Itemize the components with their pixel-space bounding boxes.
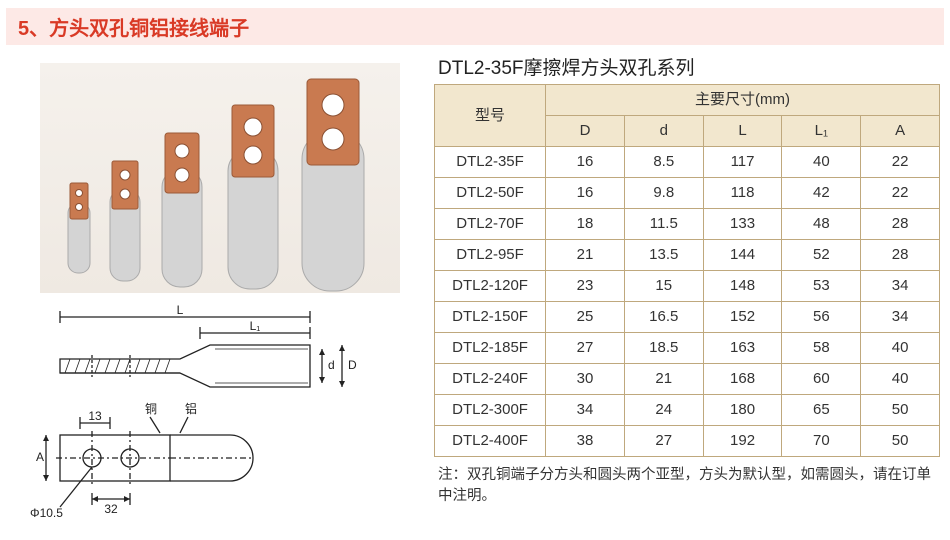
dim-D-label: D bbox=[348, 358, 357, 372]
table-row: DTL2-185F2718.51635840 bbox=[435, 333, 940, 364]
table-cell: 24 bbox=[624, 395, 703, 426]
product-photo bbox=[40, 63, 400, 293]
table-cell: 192 bbox=[703, 426, 782, 457]
table-cell: 40 bbox=[861, 364, 940, 395]
table-cell: 27 bbox=[546, 333, 625, 364]
table-cell: 163 bbox=[703, 333, 782, 364]
table-cell: 16.5 bbox=[624, 302, 703, 333]
table-cell: 118 bbox=[703, 178, 782, 209]
table-cell: 22 bbox=[861, 147, 940, 178]
table-row: DTL2-240F30211686040 bbox=[435, 364, 940, 395]
table-cell: DTL2-120F bbox=[435, 271, 546, 302]
table-row: DTL2-35F168.51174022 bbox=[435, 147, 940, 178]
footnote: 注：双孔铜端子分方头和圆头两个亚型，方头为默认型，如需圆头，请在订单中注明。 bbox=[438, 463, 940, 505]
table-cell: 34 bbox=[861, 271, 940, 302]
th-col: L₁ bbox=[782, 116, 861, 147]
dim-32: 32 bbox=[104, 502, 118, 516]
table-cell: 40 bbox=[861, 333, 940, 364]
table-row: DTL2-50F169.81184222 bbox=[435, 178, 940, 209]
content-row: L L₁ bbox=[0, 53, 950, 528]
table-cell: 22 bbox=[861, 178, 940, 209]
table-cell: 38 bbox=[546, 426, 625, 457]
section-title: 5、方头双孔铜铝接线端子 bbox=[18, 12, 932, 41]
table-cell: DTL2-50F bbox=[435, 178, 546, 209]
table-cell: DTL2-70F bbox=[435, 209, 546, 240]
table-cell: 53 bbox=[782, 271, 861, 302]
table-row: DTL2-300F34241806550 bbox=[435, 395, 940, 426]
label-aluminum: 铝 bbox=[185, 401, 197, 416]
table-title: DTL2-35F摩擦焊方头双孔系列 bbox=[438, 53, 940, 80]
dim-L-label: L bbox=[177, 303, 184, 317]
right-column: DTL2-35F摩擦焊方头双孔系列 型号 主要尺寸(mm) DdLL₁A DTL… bbox=[430, 53, 940, 528]
dim-hole: Φ10.5 bbox=[30, 506, 63, 520]
table-cell: 152 bbox=[703, 302, 782, 333]
table-cell: 28 bbox=[861, 209, 940, 240]
table-cell: 28 bbox=[861, 240, 940, 271]
table-cell: 8.5 bbox=[624, 147, 703, 178]
table-cell: 18.5 bbox=[624, 333, 703, 364]
dim-13: 13 bbox=[88, 409, 102, 423]
table-cell: 133 bbox=[703, 209, 782, 240]
table-cell: 70 bbox=[782, 426, 861, 457]
table-cell: 16 bbox=[546, 178, 625, 209]
table-cell: 9.8 bbox=[624, 178, 703, 209]
table-cell: 50 bbox=[861, 395, 940, 426]
table-cell: 144 bbox=[703, 240, 782, 271]
table-cell: 60 bbox=[782, 364, 861, 395]
table-cell: DTL2-35F bbox=[435, 147, 546, 178]
table-cell: 40 bbox=[782, 147, 861, 178]
dim-d-label: d bbox=[328, 358, 335, 372]
dim-A-label: A bbox=[36, 450, 44, 464]
th-col: A bbox=[861, 116, 940, 147]
table-cell: 21 bbox=[546, 240, 625, 271]
table-cell: 48 bbox=[782, 209, 861, 240]
dim-L1-label: L₁ bbox=[250, 319, 261, 333]
table-cell: 50 bbox=[861, 426, 940, 457]
table-cell: DTL2-150F bbox=[435, 302, 546, 333]
left-column: L L₁ bbox=[10, 53, 430, 528]
table-cell: 52 bbox=[782, 240, 861, 271]
table-cell: 34 bbox=[546, 395, 625, 426]
table-cell: 18 bbox=[546, 209, 625, 240]
table-cell: DTL2-240F bbox=[435, 364, 546, 395]
table-cell: 117 bbox=[703, 147, 782, 178]
table-cell: 180 bbox=[703, 395, 782, 426]
table-cell: 15 bbox=[624, 271, 703, 302]
th-col: d bbox=[624, 116, 703, 147]
table-cell: 27 bbox=[624, 426, 703, 457]
table-cell: 21 bbox=[624, 364, 703, 395]
table-cell: DTL2-185F bbox=[435, 333, 546, 364]
table-cell: 148 bbox=[703, 271, 782, 302]
table-row: DTL2-400F38271927050 bbox=[435, 426, 940, 457]
table-cell: 34 bbox=[861, 302, 940, 333]
table-cell: DTL2-400F bbox=[435, 426, 546, 457]
table-cell: 23 bbox=[546, 271, 625, 302]
table-row: DTL2-150F2516.51525634 bbox=[435, 302, 940, 333]
table-row: DTL2-120F23151485334 bbox=[435, 271, 940, 302]
th-col: L bbox=[703, 116, 782, 147]
table-cell: 25 bbox=[546, 302, 625, 333]
table-cell: 11.5 bbox=[624, 209, 703, 240]
table-cell: DTL2-300F bbox=[435, 395, 546, 426]
th-col: D bbox=[546, 116, 625, 147]
section-header: 5、方头双孔铜铝接线端子 bbox=[6, 8, 944, 45]
spec-table: 型号 主要尺寸(mm) DdLL₁A DTL2-35F168.51174022D… bbox=[434, 84, 940, 457]
table-cell: 65 bbox=[782, 395, 861, 426]
th-dims: 主要尺寸(mm) bbox=[546, 85, 940, 116]
engineering-drawings: L L₁ bbox=[10, 303, 430, 528]
table-cell: 13.5 bbox=[624, 240, 703, 271]
table-row: DTL2-70F1811.51334828 bbox=[435, 209, 940, 240]
table-row: DTL2-95F2113.51445228 bbox=[435, 240, 940, 271]
table-cell: 42 bbox=[782, 178, 861, 209]
table-cell: 16 bbox=[546, 147, 625, 178]
th-model: 型号 bbox=[435, 85, 546, 147]
table-cell: DTL2-95F bbox=[435, 240, 546, 271]
table-cell: 56 bbox=[782, 302, 861, 333]
table-cell: 30 bbox=[546, 364, 625, 395]
table-cell: 58 bbox=[782, 333, 861, 364]
table-cell: 168 bbox=[703, 364, 782, 395]
label-copper: 铜 bbox=[145, 401, 157, 416]
